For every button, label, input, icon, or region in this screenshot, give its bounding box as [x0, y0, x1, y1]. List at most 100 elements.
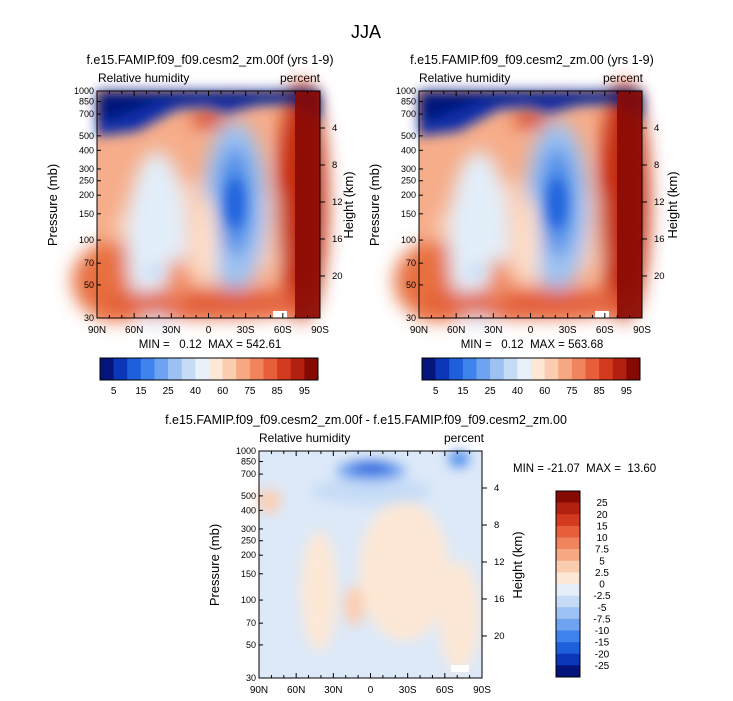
panel-1: f.e15.FAMIP.f09_f09.cesm2_zm.00f (yrs 1-… — [45, 53, 356, 397]
y-tick-label: 50 — [84, 280, 94, 290]
colorbar-label: 85 — [272, 386, 284, 397]
y-right-tick-label: 20 — [654, 271, 665, 282]
x-tick-label: 90S — [633, 325, 651, 336]
y-tick-label: 500 — [79, 131, 94, 141]
x-tick-label: 90N — [250, 685, 268, 696]
colorbar-label: 40 — [512, 386, 524, 397]
y-tick-label: 300 — [401, 164, 416, 174]
x-tick-label: 60S — [436, 685, 454, 696]
colorbar-swatch — [127, 358, 142, 380]
colorbar-swatch — [490, 358, 505, 380]
colorbar-label: 15 — [135, 386, 147, 397]
colorbar-swatch — [556, 584, 580, 596]
colorbar-swatch — [263, 358, 278, 380]
colorbar-swatch — [422, 358, 436, 380]
panel-3: f.e15.FAMIP.f09_f09.cesm2_zm.00f - f.e15… — [165, 413, 656, 696]
y-tick-label: 70 — [406, 258, 416, 268]
colorbar-swatch — [556, 572, 580, 585]
x-tick-label: 30N — [324, 685, 342, 696]
colorbar-swatch — [140, 358, 155, 380]
x-tick-label: 0 — [368, 685, 374, 696]
x-tick-label: 30S — [559, 325, 577, 336]
colorbar-label: -20 — [595, 649, 610, 660]
y-tick-label: 850 — [401, 97, 416, 107]
x-tick-label: 0 — [528, 325, 534, 336]
y-tick-label: 200 — [241, 550, 256, 560]
colorbar-swatch — [222, 358, 237, 380]
colorbar-label: 10 — [596, 533, 608, 544]
colorbar-swatch — [556, 560, 580, 573]
y-tick-label: 30 — [246, 673, 256, 683]
y-right-tick-label: 16 — [654, 234, 665, 245]
figure-title: JJA — [351, 22, 381, 42]
panel-3-left-label: Relative humidity — [259, 431, 350, 445]
y-right-tick-label: 20 — [494, 631, 505, 642]
panel-2-left-label: Relative humidity — [419, 71, 510, 85]
y-tick-label: 1000 — [396, 86, 416, 96]
x-tick-label: 90S — [473, 685, 491, 696]
colorbar-swatch — [556, 653, 580, 666]
y-tick-label: 400 — [241, 505, 256, 515]
x-tick-label: 30S — [237, 325, 255, 336]
y-right-tick-label: 4 — [494, 483, 499, 494]
colorbar-swatch — [476, 358, 491, 380]
colorbar-swatch — [290, 358, 305, 380]
y-tick-label: 250 — [241, 536, 256, 546]
y-tick-label: 850 — [79, 97, 94, 107]
panel-1-title: f.e15.FAMIP.f09_f09.cesm2_zm.00f (yrs 1-… — [86, 53, 333, 67]
colorbar-label: 5 — [599, 556, 605, 567]
colorbar-swatch — [556, 618, 580, 631]
y-right-tick-label: 8 — [332, 160, 337, 171]
panel-1-y-right-axis: 20 16 12 8 4 — [320, 123, 343, 282]
panel-1-stats: MIN = 0.12 MAX = 542.61 — [139, 339, 282, 351]
y-tick-label: 100 — [79, 235, 94, 245]
y-tick-label: 300 — [79, 164, 94, 174]
y-tick-label: 700 — [241, 469, 256, 479]
y-tick-label: 30 — [84, 313, 94, 323]
x-tick-label: 90S — [311, 325, 329, 336]
x-tick-label: 30S — [399, 685, 417, 696]
colorbar-swatch — [556, 549, 580, 562]
panel-3-y-right-axis: 20 16 12 8 4 — [482, 483, 505, 642]
colorbar-swatch — [585, 358, 600, 380]
panel-2-right-label: percent — [603, 71, 644, 85]
panel-1-colorbar: 5 15 25 40 60 75 85 95 — [99, 357, 319, 397]
y-tick-label: 250 — [79, 176, 94, 186]
colorbar-swatch — [556, 642, 580, 655]
colorbar-swatch — [181, 358, 196, 380]
colorbar-swatch — [168, 358, 183, 380]
panel-3-field — [257, 451, 482, 678]
y-tick-label: 50 — [406, 280, 416, 290]
colorbar-swatch — [626, 358, 641, 380]
panel-1-ylabel: Pressure (mb) — [45, 164, 60, 246]
panel-2-colorbar: 5 15 25 40 60 75 85 95 — [421, 357, 641, 397]
colorbar-label: 25 — [596, 498, 608, 509]
y-tick-label: 150 — [241, 569, 256, 579]
colorbar-swatch — [544, 358, 559, 380]
x-tick-label: 90N — [88, 325, 106, 336]
panel-2-stats: MIN = 0.12 MAX = 563.68 — [461, 339, 604, 351]
colorbar-label: -15 — [595, 638, 610, 649]
colorbar-label: -25 — [595, 661, 610, 672]
colorbar-label: 95 — [621, 386, 633, 397]
colorbar-label: 25 — [485, 386, 497, 397]
panel-2-field — [394, 81, 649, 331]
colorbar-label: 15 — [457, 386, 469, 397]
y-right-tick-label: 20 — [332, 271, 343, 282]
y-tick-label: 500 — [241, 491, 256, 501]
y-right-tick-label: 16 — [332, 234, 343, 245]
y-tick-label: 150 — [401, 209, 416, 219]
colorbar-swatch — [195, 358, 210, 380]
colorbar-label: 40 — [190, 386, 202, 397]
y-tick-label: 400 — [79, 145, 94, 155]
y-right-tick-label: 4 — [654, 123, 659, 134]
colorbar-label: 60 — [539, 386, 551, 397]
panel-1-left-label: Relative humidity — [98, 71, 189, 85]
panel-1-field — [72, 81, 327, 331]
colorbar-label: -7.5 — [593, 614, 611, 625]
y-tick-label: 1000 — [74, 86, 94, 96]
